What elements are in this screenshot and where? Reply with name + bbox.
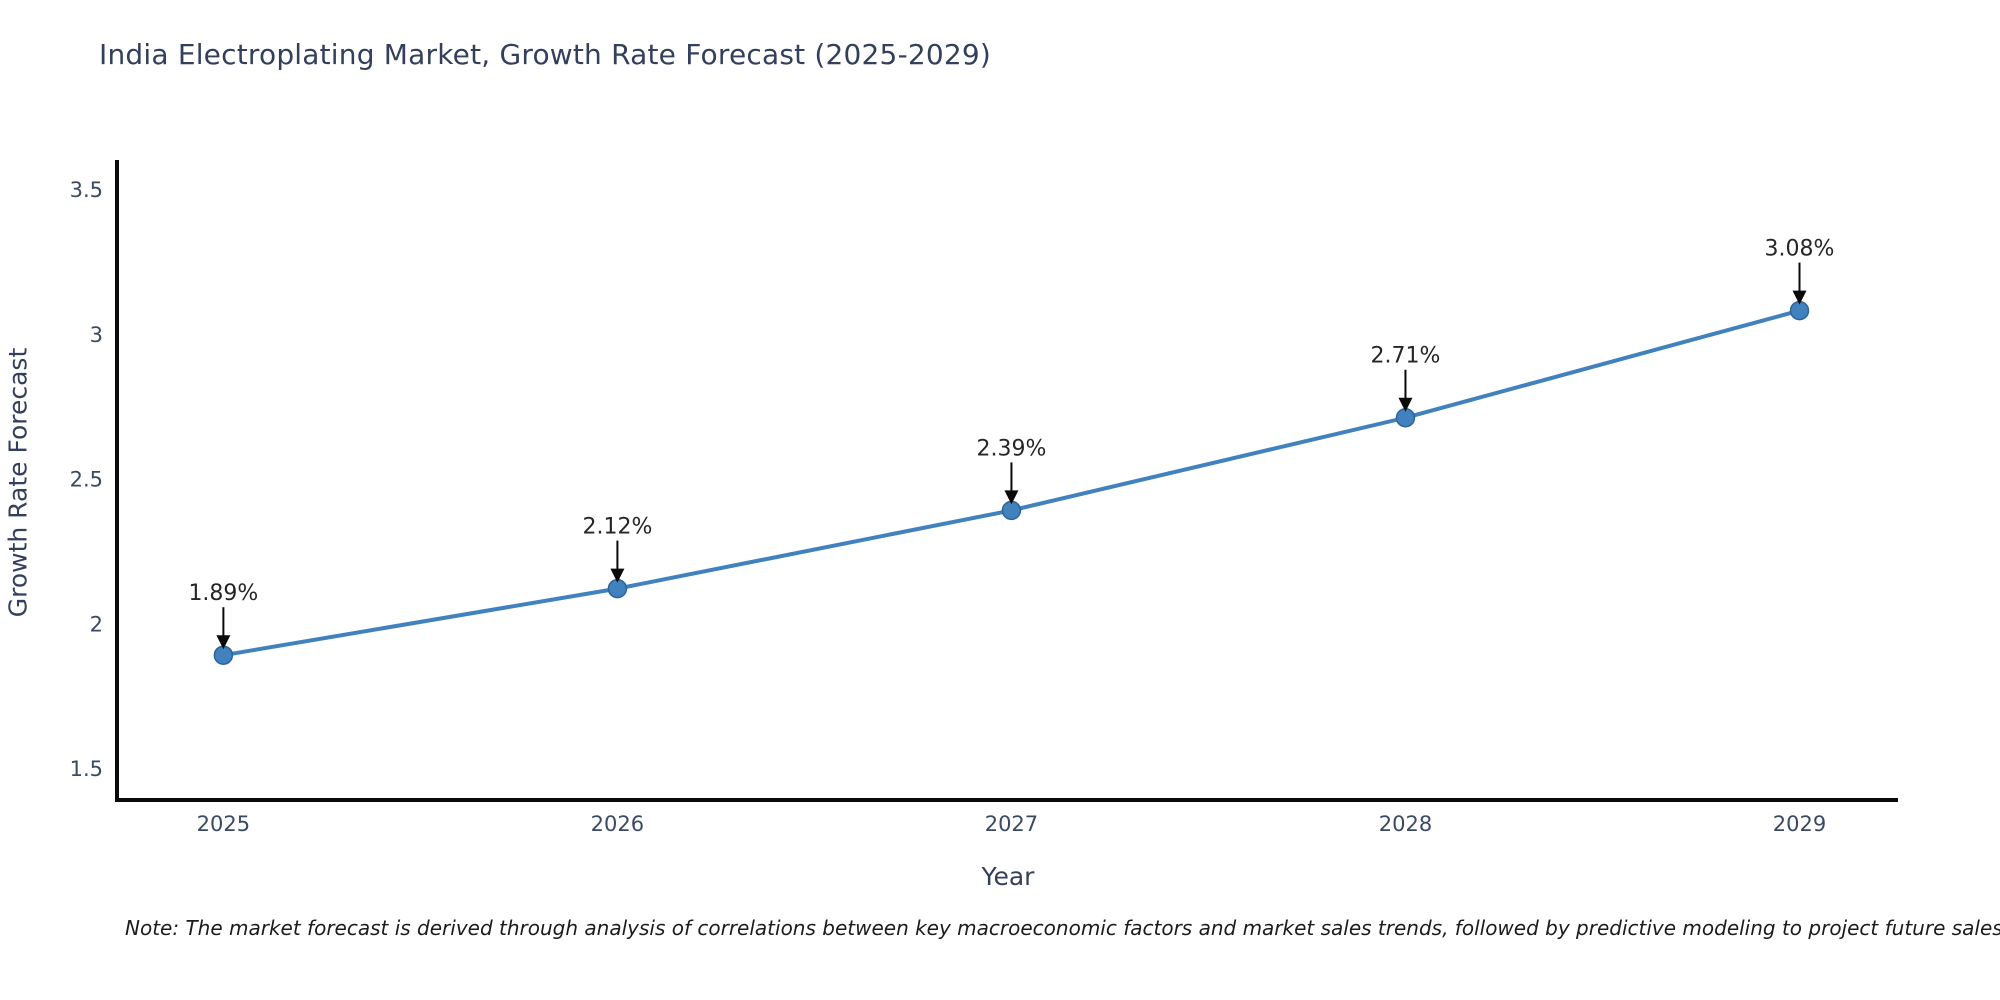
annotation-arrow-head: [610, 568, 625, 583]
annotation-arrow-head: [1792, 290, 1807, 305]
data-point-label: 2.71%: [1371, 344, 1441, 369]
y-tick-label: 1.5: [70, 757, 103, 781]
y-tick-label: 3: [90, 323, 103, 347]
data-point-label: 1.89%: [188, 581, 258, 606]
x-tick-label: 2029: [1773, 812, 1826, 836]
x-axis-title: Year: [981, 862, 1035, 891]
data-point-label: 2.39%: [976, 436, 1046, 461]
annotation-arrow-head: [1004, 490, 1019, 505]
footnote: Note: The market forecast is derived thr…: [125, 916, 2000, 940]
x-tick-label: 2027: [985, 812, 1038, 836]
data-point-label: 2.12%: [582, 515, 652, 540]
x-tick-label: 2028: [1379, 812, 1432, 836]
x-tick-label: 2025: [197, 812, 250, 836]
chart-title: India Electroplating Market, Growth Rate…: [99, 38, 992, 71]
data-point-label: 3.08%: [1765, 237, 1835, 262]
x-tick-label: 2026: [591, 812, 644, 836]
annotation-arrow-head: [1398, 397, 1413, 412]
y-tick-label: 3.5: [70, 178, 103, 202]
y-tick-label: 2: [90, 612, 103, 636]
y-axis-title: Growth Rate Forecast: [3, 347, 33, 618]
annotation-arrow-head: [216, 635, 231, 650]
y-tick-label: 2.5: [70, 468, 103, 492]
